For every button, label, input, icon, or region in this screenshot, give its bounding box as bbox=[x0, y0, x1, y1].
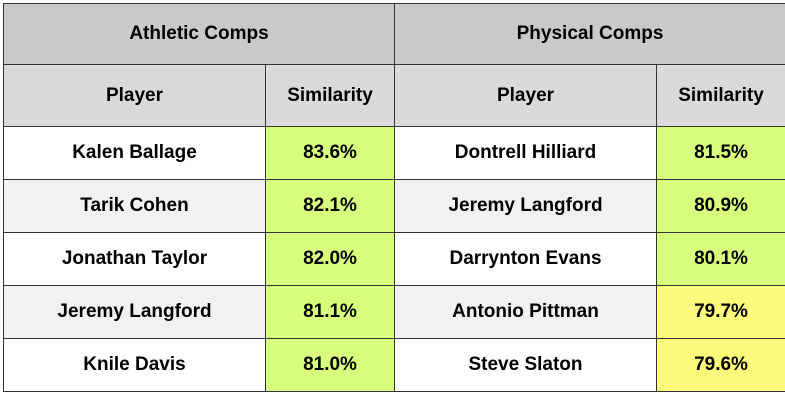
physical-similarity-cell: 79.7% bbox=[656, 285, 785, 339]
athletic-similarity-cell: 81.0% bbox=[264, 338, 396, 392]
athletic-similarity-cell: 83.6% bbox=[264, 126, 396, 180]
physical-player-cell: Antonio Pittman bbox=[394, 285, 658, 339]
physical-similarity-cell: 80.1% bbox=[656, 232, 785, 286]
athletic-player-cell: Knile Davis bbox=[3, 338, 266, 392]
athletic-similarity-cell: 81.1% bbox=[264, 285, 396, 339]
athletic-similarity-column-header: Similarity bbox=[264, 64, 396, 127]
physical-player-cell: Dontrell Hilliard bbox=[394, 126, 658, 180]
physical-similarity-cell: 80.9% bbox=[656, 179, 785, 233]
comps-table: Athletic Comps Physical Comps Player Sim… bbox=[2, 3, 785, 392]
table-row: Kalen Ballage 83.6% Dontrell Hilliard 81… bbox=[3, 126, 785, 180]
table-row: Tarik Cohen 82.1% Jeremy Langford 80.9% bbox=[3, 179, 785, 233]
table-row: Knile Davis 81.0% Steve Slaton 79.6% bbox=[3, 338, 785, 392]
physical-player-cell: Steve Slaton bbox=[394, 338, 658, 392]
physical-player-cell: Darrynton Evans bbox=[394, 232, 658, 286]
athletic-player-cell: Jonathan Taylor bbox=[3, 232, 266, 286]
athletic-similarity-cell: 82.0% bbox=[264, 232, 396, 286]
group-header-row: Athletic Comps Physical Comps bbox=[2, 3, 785, 65]
table-row: Jeremy Langford 81.1% Antonio Pittman 79… bbox=[3, 285, 785, 339]
athletic-player-cell: Jeremy Langford bbox=[3, 285, 266, 339]
athletic-similarity-cell: 82.1% bbox=[264, 179, 396, 233]
athletic-player-cell: Kalen Ballage bbox=[3, 126, 266, 180]
athletic-player-cell: Tarik Cohen bbox=[3, 179, 266, 233]
physical-player-cell: Jeremy Langford bbox=[394, 179, 658, 233]
athletic-comps-header: Athletic Comps bbox=[2, 3, 396, 65]
athletic-player-column-header: Player bbox=[3, 64, 266, 127]
physical-player-column-header: Player bbox=[394, 64, 658, 127]
column-header-row: Player Similarity Player Similarity bbox=[3, 64, 785, 127]
physical-similarity-column-header: Similarity bbox=[656, 64, 785, 127]
physical-similarity-cell: 81.5% bbox=[656, 126, 785, 180]
table-row: Jonathan Taylor 82.0% Darrynton Evans 80… bbox=[3, 232, 785, 286]
physical-comps-header: Physical Comps bbox=[394, 3, 785, 65]
physical-similarity-cell: 79.6% bbox=[656, 338, 785, 392]
